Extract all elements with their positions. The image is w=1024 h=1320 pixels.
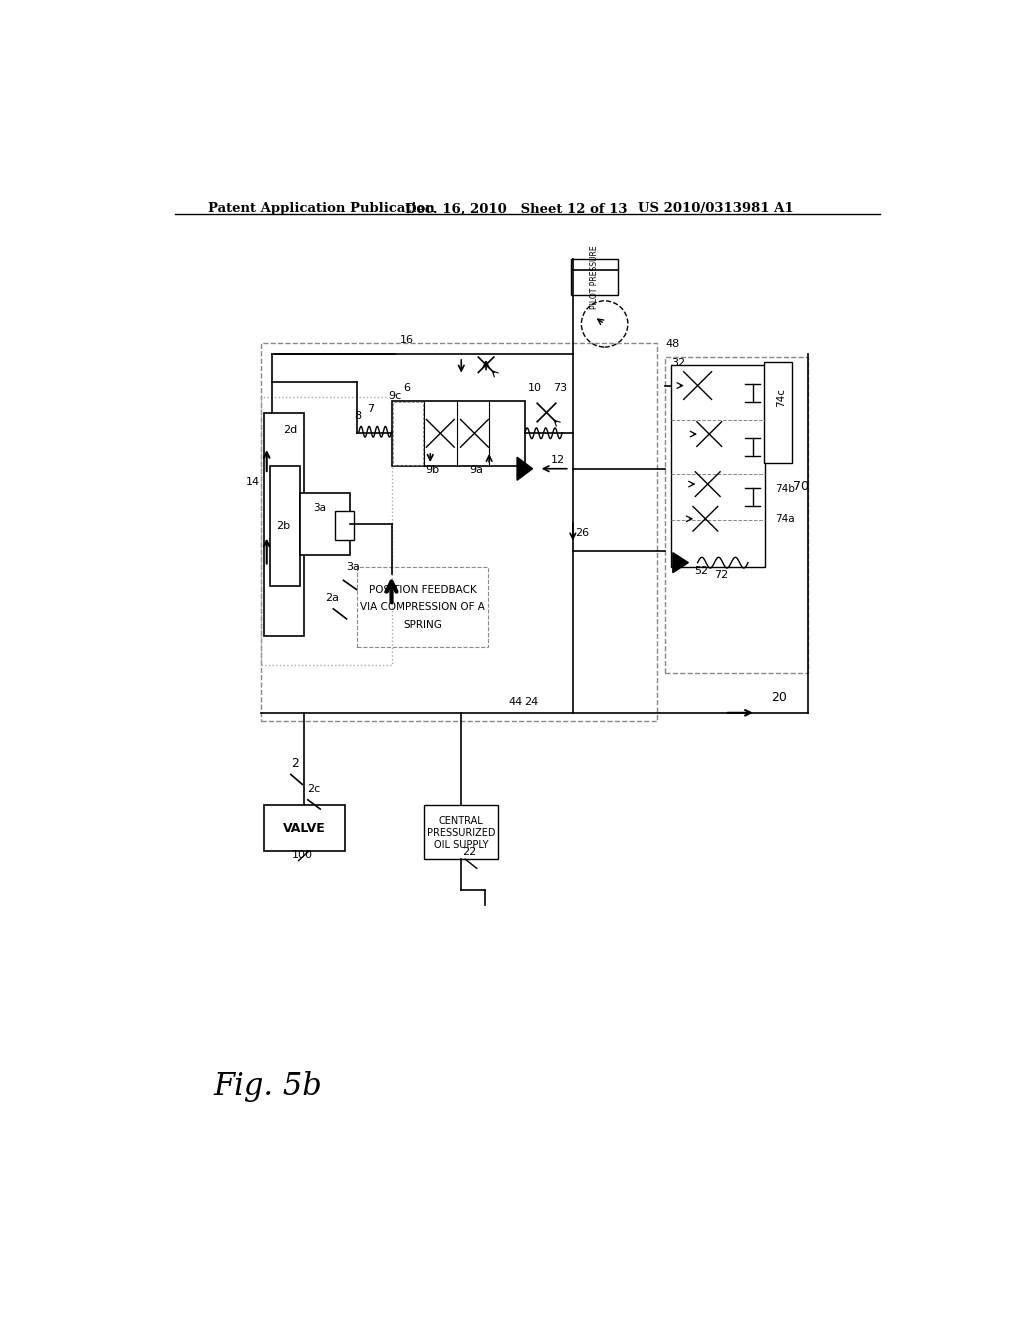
Text: POSITION FEEDBACK: POSITION FEEDBACK [369,585,476,594]
Text: 48: 48 [666,339,680,348]
Bar [393,403,423,465]
Text: 74a: 74a [775,513,795,524]
Text: Patent Application Publication: Patent Application Publication [208,202,434,215]
Text: VIA COMPRESSION OF A: VIA COMPRESSION OF A [360,602,485,612]
Text: 6: 6 [403,383,411,393]
Polygon shape [517,457,532,480]
Text: 2d: 2d [284,425,298,436]
Polygon shape [673,553,688,573]
Bar [571,259,617,296]
Bar [300,494,350,554]
Text: 73: 73 [553,383,567,393]
Text: 2b: 2b [275,521,290,532]
Text: 9b: 9b [426,465,439,475]
Text: Fig. 5b: Fig. 5b [213,1071,322,1102]
Bar [261,343,657,721]
Text: 74b: 74b [775,484,795,495]
Text: 9c: 9c [388,391,401,401]
Text: 16: 16 [400,335,414,346]
Text: 12: 12 [551,454,565,465]
Text: US 2010/0313981 A1: US 2010/0313981 A1 [638,202,794,215]
Bar [665,356,809,673]
Text: 8: 8 [354,411,361,421]
Bar [263,413,304,636]
Text: 9a: 9a [470,465,483,475]
Bar [391,401,524,466]
Text: 7: 7 [367,404,374,414]
Bar [261,397,391,665]
Bar [270,466,300,586]
Bar [263,805,345,851]
Text: 2c: 2c [307,784,321,795]
Text: 20: 20 [771,692,786,705]
Text: 3a: 3a [313,503,326,513]
Text: 70: 70 [793,479,809,492]
Text: 44: 44 [508,697,522,708]
Text: 72: 72 [714,570,728,579]
Text: 3a: 3a [346,562,359,573]
Text: 22: 22 [462,847,476,857]
Circle shape [582,301,628,347]
Text: OIL SUPPLY: OIL SUPPLY [434,841,488,850]
Text: 14: 14 [246,477,260,487]
Text: PILOT PRESSURE: PILOT PRESSURE [590,246,599,309]
Text: 10: 10 [528,383,542,393]
Text: VALVE: VALVE [283,822,326,834]
Text: 24: 24 [524,697,539,708]
Text: 2a: 2a [325,593,339,603]
Bar [335,511,354,540]
Text: 32: 32 [671,358,685,368]
Text: 74c: 74c [776,388,786,407]
Text: 52: 52 [693,566,708,577]
Text: Dec. 16, 2010   Sheet 12 of 13: Dec. 16, 2010 Sheet 12 of 13 [406,202,628,215]
Text: SPRING: SPRING [403,620,442,630]
Bar [424,805,499,859]
Bar [356,566,488,647]
Text: 2: 2 [291,756,299,770]
Text: 26: 26 [575,528,589,537]
Text: PRESSURIZED: PRESSURIZED [427,828,496,838]
Bar [671,364,765,566]
Text: 100: 100 [292,850,313,859]
Bar [764,363,793,462]
Text: CENTRAL: CENTRAL [439,816,483,825]
